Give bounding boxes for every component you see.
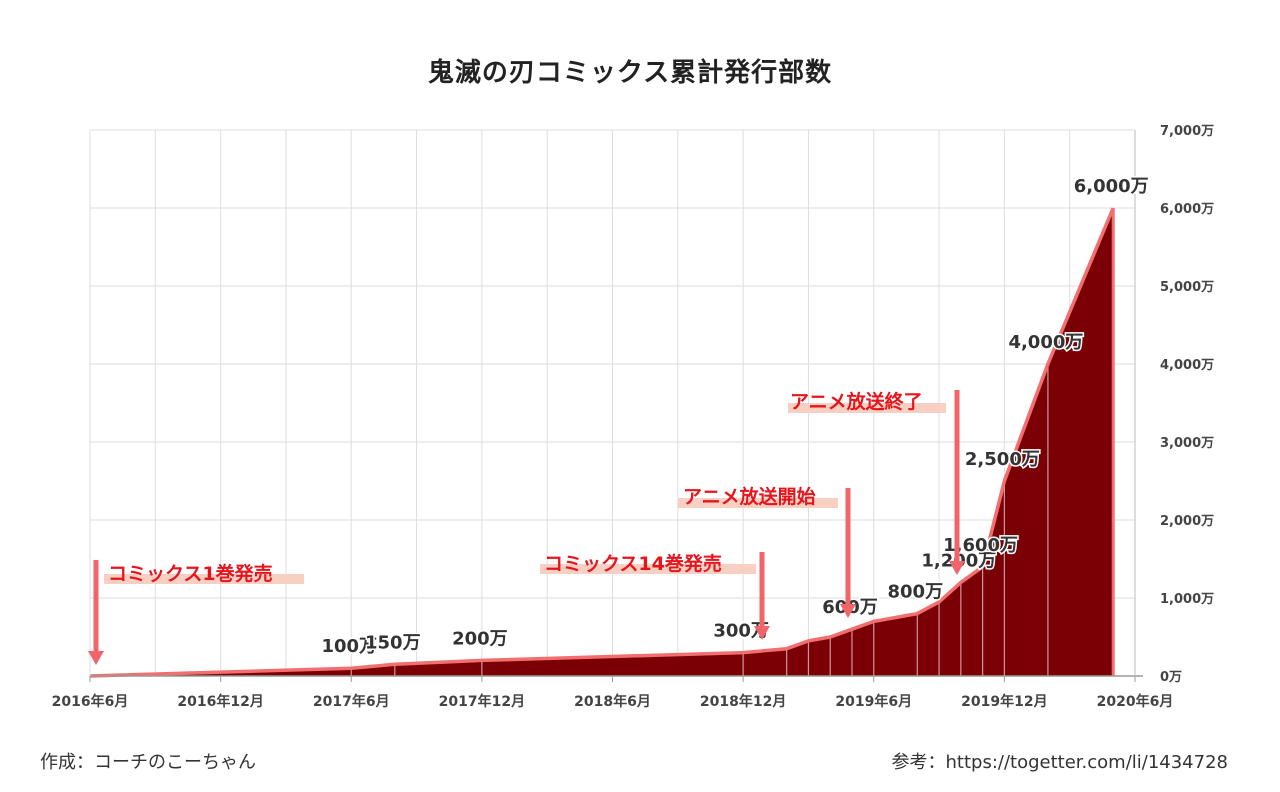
data-value-label: 800万 (888, 582, 944, 603)
data-value-label: 150万 (365, 632, 421, 653)
axis-layer: 0万 1,000万 2,000万 3,000万 4,000万 5,000万 6,000万 7,… (52, 124, 1214, 710)
x-tick-label: 2019年12月 (961, 693, 1047, 710)
annotation-highlight (678, 498, 838, 508)
annotation-arrow-head (88, 651, 104, 665)
annotation-label: コミックス1巻発売 (108, 562, 273, 585)
label-layer: 100万150万200万300万600万800万1,200万1,600万2,50… (320, 175, 1150, 659)
x-tick-label: 2018年6月 (574, 693, 651, 710)
annotation-highlight (104, 574, 304, 584)
area-layer (89, 207, 1115, 678)
data-value-label: 2,500万 (965, 449, 1040, 470)
credit-left: 作成：コーチのこーちゃん (40, 752, 256, 773)
y-tick-label: 6,000万 (1160, 202, 1214, 217)
area-fill (90, 208, 1114, 676)
annotation-arrow-head (840, 604, 856, 618)
data-value-label: 4,000万 (1008, 332, 1083, 353)
x-tick-label: 2017年6月 (313, 693, 390, 710)
x-tick-label: 2019年6月 (835, 693, 912, 710)
series-line (89, 207, 1115, 678)
y-tick-label: 7,000万 (1160, 124, 1214, 139)
x-tick-label: 2017年12月 (439, 693, 525, 710)
chart-title: 鬼滅の刃コミックス累計発行部数 (427, 58, 833, 88)
x-tick-label: 2016年12月 (177, 693, 263, 710)
annotation-highlight (540, 564, 756, 574)
data-value-label: 1,600万 (943, 535, 1018, 556)
x-tick-label: 2016年6月 (52, 693, 129, 710)
data-value-label: 6,000万 (1074, 176, 1149, 197)
x-tick-label: 2020年6月 (1097, 693, 1174, 710)
annotation-layer: コミックス1巻発売 コミックス14巻発売 アニメ放送開始 アニメ放送終了 (88, 390, 965, 665)
annotation-label: アニメ放送終了 (790, 390, 923, 413)
y-tick-label: 1,000万 (1160, 592, 1214, 607)
y-tick-label: 2,000万 (1160, 514, 1214, 529)
annotation-arrow-head (949, 561, 965, 575)
annotation-arrow-head (754, 626, 770, 640)
credit-right: 参考：https://togetter.com/li/1434728 (891, 752, 1229, 773)
y-tick-label: 5,000万 (1160, 280, 1214, 295)
y-tick-label: 4,000万 (1160, 358, 1214, 373)
annotation-label: アニメ放送開始 (683, 485, 816, 508)
annotation-highlight (788, 403, 946, 413)
data-value-label: 100万 (321, 636, 377, 657)
y-tick-label: 0万 (1160, 670, 1182, 685)
data-value-label: 200万 (452, 628, 508, 649)
x-tick-label: 2018年12月 (700, 693, 786, 710)
annotation-label: コミックス14巻発売 (544, 552, 722, 575)
y-tick-label: 3,000万 (1160, 436, 1214, 451)
